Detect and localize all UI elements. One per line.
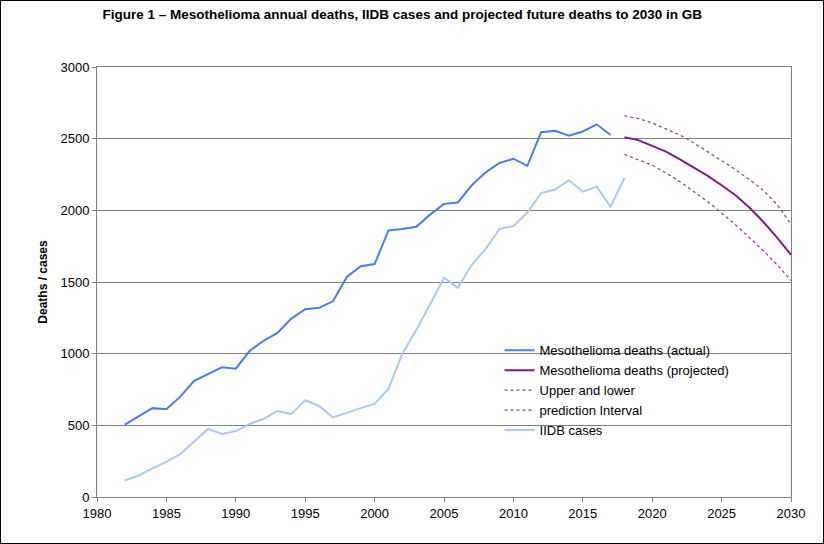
svg-text:1980: 1980 (83, 506, 112, 521)
svg-text:Deaths / cases: Deaths / cases (36, 240, 50, 324)
svg-text:500: 500 (68, 418, 90, 433)
svg-text:1000: 1000 (60, 346, 89, 361)
svg-text:2005: 2005 (430, 506, 459, 521)
svg-text:1990: 1990 (221, 506, 250, 521)
svg-text:2030: 2030 (777, 506, 806, 521)
svg-text:Upper and lower: Upper and lower (540, 383, 636, 398)
svg-text:1985: 1985 (152, 506, 181, 521)
svg-text:prediction Interval: prediction Interval (540, 403, 643, 418)
svg-text:2000: 2000 (360, 506, 389, 521)
svg-text:2025: 2025 (707, 506, 736, 521)
svg-text:Mesothelioma deaths (actual): Mesothelioma deaths (actual) (540, 343, 711, 358)
svg-text:2000: 2000 (60, 203, 89, 218)
svg-text:Figure 1 – Mesothelioma annual: Figure 1 – Mesothelioma annual deaths, I… (103, 7, 703, 22)
svg-text:1500: 1500 (60, 275, 89, 290)
svg-text:2015: 2015 (568, 506, 597, 521)
svg-text:2020: 2020 (638, 506, 667, 521)
svg-text:IIDB cases: IIDB cases (540, 423, 603, 438)
svg-text:0: 0 (82, 490, 89, 505)
svg-text:2010: 2010 (499, 506, 528, 521)
svg-text:Mesothelioma deaths (projected: Mesothelioma deaths (projected) (540, 363, 729, 378)
svg-text:2500: 2500 (60, 131, 89, 146)
svg-text:1995: 1995 (291, 506, 320, 521)
svg-text:3000: 3000 (60, 60, 89, 75)
